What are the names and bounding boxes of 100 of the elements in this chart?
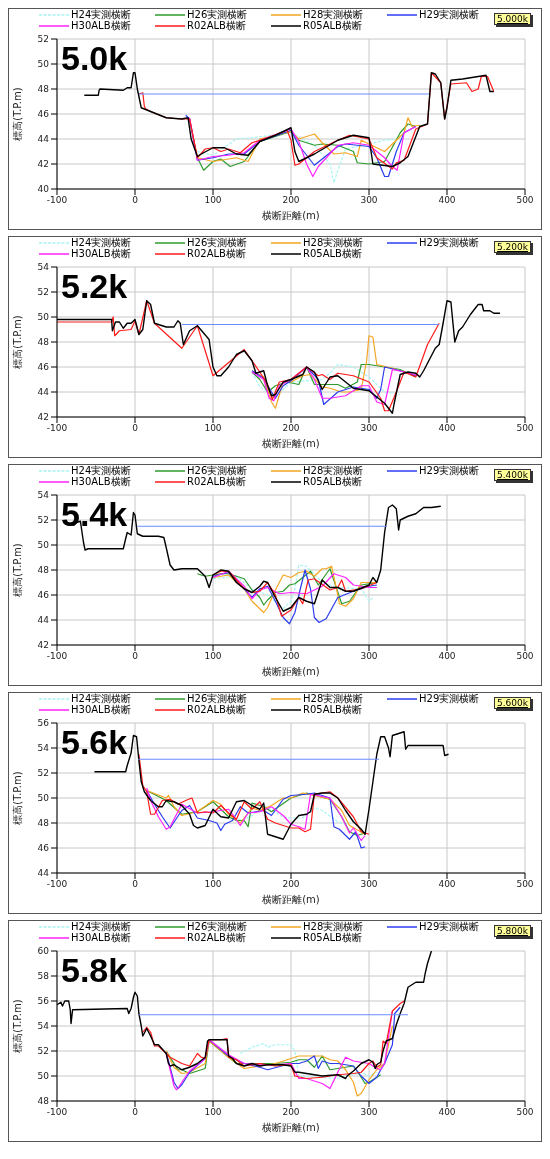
x-tick-label: 0 <box>132 1107 139 1118</box>
legend-label: R05ALB横断 <box>303 932 362 943</box>
legend-label: H26実測横断 <box>187 921 248 932</box>
x-tick-label: 400 <box>438 651 456 662</box>
x-tick-label: 400 <box>438 879 456 890</box>
x-tick-label: 100 <box>204 195 222 206</box>
legend-label: R02ALB横断 <box>187 20 246 31</box>
y-axis-title: 標高(T.P.m) <box>11 87 23 141</box>
text: 5.600k <box>494 697 531 709</box>
x-tick-label: 200 <box>282 423 300 434</box>
y-tick-label: 46 <box>37 590 50 601</box>
line-series <box>239 1042 378 1080</box>
legend-label: H26実測横断 <box>187 237 248 248</box>
x-tick-label: 500 <box>516 423 534 434</box>
y-axis-title: 標高(T.P.m) <box>11 771 23 825</box>
legend-label: H30ALB横断 <box>71 932 131 943</box>
x-tick-label: 100 <box>204 423 222 434</box>
y-tick-label: 54 <box>37 490 50 501</box>
legend-label: H24実測横断 <box>71 237 132 248</box>
y-axis-title: 標高(T.P.m) <box>11 543 23 597</box>
legend-label: R05ALB横断 <box>303 248 362 259</box>
y-tick-label: 52 <box>37 34 49 45</box>
x-tick-label: 500 <box>516 195 534 206</box>
x-axis-title: 横断距離(m) <box>262 894 320 905</box>
annotation: 5.2k <box>61 267 128 306</box>
x-axis-title: 横断距離(m) <box>262 1122 320 1133</box>
legend-label: H30ALB横断 <box>71 20 131 31</box>
x-tick-label: 300 <box>360 651 378 662</box>
line-series <box>212 570 378 600</box>
legend-label: H29実測横断 <box>419 237 480 248</box>
text: 5.000k <box>494 13 531 25</box>
x-tick-label: 500 <box>516 651 534 662</box>
y-tick-label: 48 <box>37 337 50 348</box>
legend-label: H29実測横断 <box>419 693 480 704</box>
x-tick-label: 400 <box>438 195 456 206</box>
legend-label: R02ALB横断 <box>187 932 246 943</box>
x-tick-label: 100 <box>204 651 222 662</box>
legend-label: H30ALB横断 <box>71 704 131 715</box>
y-tick-label: 48 <box>37 1096 50 1107</box>
legend-label: R05ALB横断 <box>303 704 362 715</box>
x-tick-label: 300 <box>360 879 378 890</box>
legend-label: H26実測横断 <box>187 9 248 20</box>
y-tick-label: 46 <box>37 109 50 120</box>
y-tick-label: 56 <box>37 996 50 1007</box>
line-series <box>165 1025 393 1097</box>
x-tick-label: 300 <box>360 195 378 206</box>
y-tick-label: 42 <box>37 640 49 651</box>
y-tick-label: 52 <box>37 515 49 526</box>
legend-label: H26実測横断 <box>187 693 248 704</box>
x-tick-label: 200 <box>282 651 300 662</box>
y-tick-label: 52 <box>37 768 49 779</box>
text: 5.800k <box>494 925 531 937</box>
legend-label: H28実測横断 <box>303 465 364 476</box>
legend-label: H30ALB横断 <box>71 476 131 487</box>
x-tick-label: 0 <box>132 423 139 434</box>
legend-label: H29実測横断 <box>419 465 480 476</box>
line-series <box>251 363 401 398</box>
x-tick-label: -100 <box>46 195 68 206</box>
line-series <box>228 804 357 825</box>
x-tick-label: 200 <box>282 879 300 890</box>
y-axis-title: 標高(T.P.m) <box>11 315 23 369</box>
legend-label: H24実測横断 <box>71 921 132 932</box>
line-series <box>212 569 378 625</box>
x-tick-label: 100 <box>204 879 222 890</box>
line-series <box>196 132 401 184</box>
y-tick-label: 50 <box>37 1071 50 1082</box>
x-tick-label: 0 <box>132 879 139 890</box>
y-tick-label: 52 <box>37 287 49 298</box>
text: 5.400k <box>494 469 531 481</box>
legend-label: H29実測横断 <box>419 9 480 20</box>
annotation: 5.4k <box>61 495 128 534</box>
y-axis-title: 標高(T.P.m) <box>11 999 23 1053</box>
y-tick-label: 44 <box>37 868 50 879</box>
x-axis-title: 横断距離(m) <box>262 666 320 677</box>
x-tick-label: 400 <box>438 423 456 434</box>
line-series <box>57 300 440 412</box>
y-tick-label: 54 <box>37 1021 50 1032</box>
legend-label: R05ALB横断 <box>303 20 362 31</box>
y-tick-label: 42 <box>37 159 49 170</box>
line-series <box>142 1000 405 1080</box>
y-tick-label: 48 <box>37 565 50 576</box>
y-tick-label: 46 <box>37 843 50 854</box>
legend-label: R05ALB横断 <box>303 476 362 487</box>
y-tick-label: 60 <box>37 946 50 957</box>
annotation: 5.6k <box>61 723 128 762</box>
line-series <box>138 753 370 835</box>
x-tick-label: 500 <box>516 879 534 890</box>
y-tick-label: 48 <box>37 84 50 95</box>
y-tick-label: 44 <box>37 615 50 626</box>
y-tick-label: 44 <box>37 134 50 145</box>
legend-label: H24実測横断 <box>71 465 132 476</box>
y-tick-label: 44 <box>37 387 50 398</box>
legend-label: H28実測横断 <box>303 9 364 20</box>
y-tick-label: 40 <box>37 184 50 195</box>
x-tick-label: -100 <box>46 651 68 662</box>
legend-label: H29実測横断 <box>419 921 480 932</box>
text: 5.200k <box>494 241 531 253</box>
x-tick-label: 300 <box>360 423 378 434</box>
y-tick-label: 56 <box>37 718 50 729</box>
legend-label: H28実測横断 <box>303 237 364 248</box>
